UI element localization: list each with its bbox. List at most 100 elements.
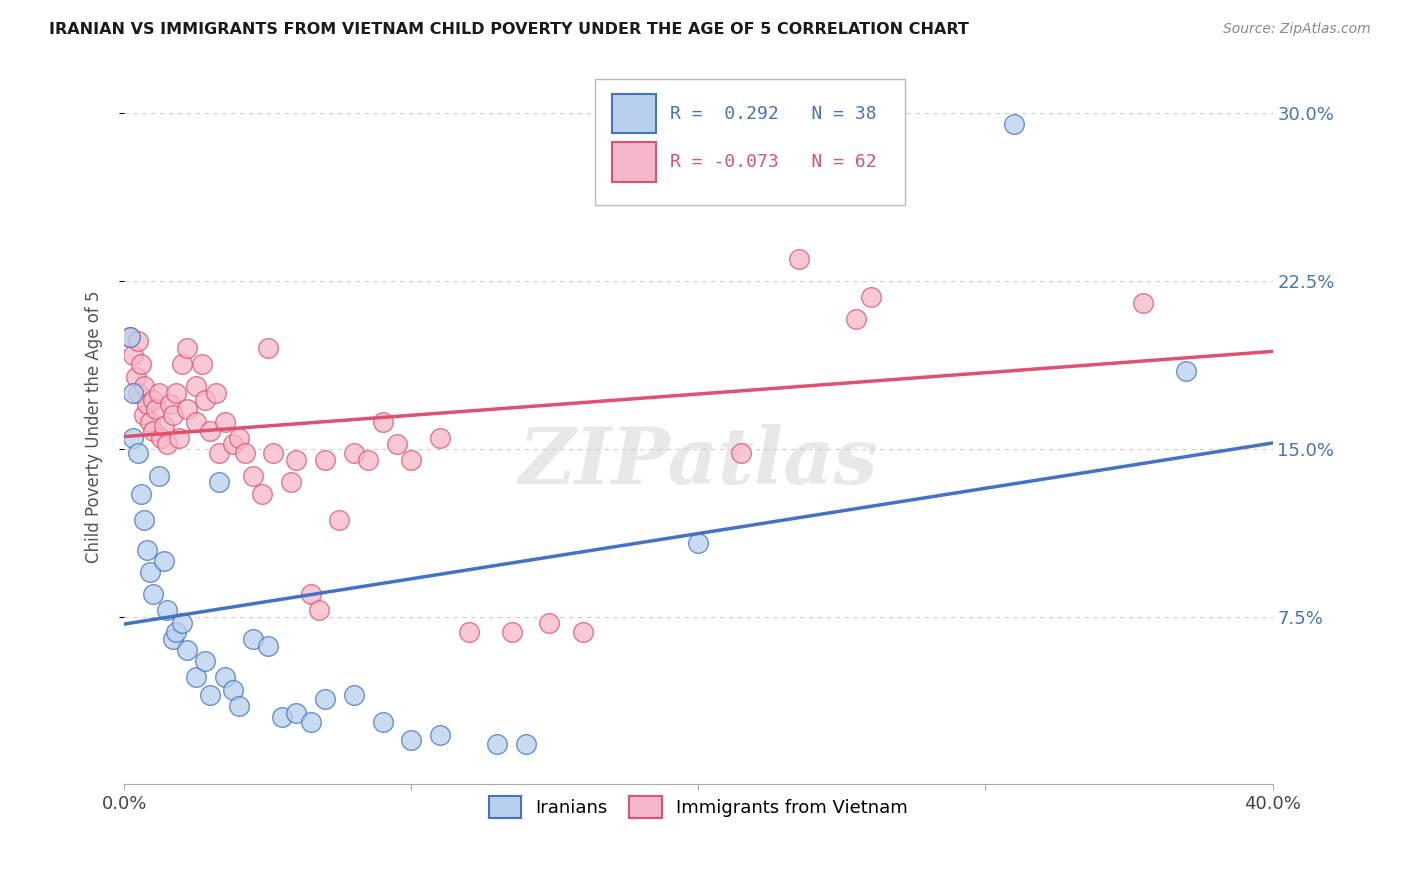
Point <box>214 415 236 429</box>
Point <box>170 616 193 631</box>
Point <box>156 603 179 617</box>
Point <box>343 446 366 460</box>
Text: ZIPatlas: ZIPatlas <box>519 424 877 500</box>
Text: R =  0.292   N = 38: R = 0.292 N = 38 <box>669 104 876 122</box>
Point <box>371 415 394 429</box>
Point <box>139 415 162 429</box>
Point <box>242 468 264 483</box>
Point <box>285 706 308 720</box>
Point <box>537 616 560 631</box>
Point <box>159 397 181 411</box>
Point <box>200 688 222 702</box>
Point <box>429 431 451 445</box>
Point <box>457 625 479 640</box>
Point <box>501 625 523 640</box>
Point <box>399 732 422 747</box>
Point <box>228 431 250 445</box>
FancyBboxPatch shape <box>595 79 905 204</box>
Point <box>134 409 156 423</box>
Point <box>845 312 868 326</box>
Point <box>193 392 215 407</box>
Point <box>176 643 198 657</box>
Point <box>127 446 149 460</box>
Point <box>118 330 141 344</box>
Point <box>228 699 250 714</box>
Text: R = -0.073   N = 62: R = -0.073 N = 62 <box>669 153 876 171</box>
Point <box>859 290 882 304</box>
Point <box>399 453 422 467</box>
Point <box>486 737 509 751</box>
Point <box>256 341 278 355</box>
Point <box>515 737 537 751</box>
Text: Source: ZipAtlas.com: Source: ZipAtlas.com <box>1223 22 1371 37</box>
Point <box>121 348 143 362</box>
Point <box>357 453 380 467</box>
Point <box>165 625 187 640</box>
Point <box>572 625 595 640</box>
Point <box>730 446 752 460</box>
Point <box>688 536 710 550</box>
Point <box>167 431 190 445</box>
Point <box>299 714 322 729</box>
Point <box>343 688 366 702</box>
Point <box>156 437 179 451</box>
Point <box>214 670 236 684</box>
Legend: Iranians, Immigrants from Vietnam: Iranians, Immigrants from Vietnam <box>481 789 915 825</box>
Point <box>299 587 322 601</box>
Point <box>314 453 336 467</box>
Point <box>328 513 350 527</box>
Point <box>385 437 408 451</box>
Point <box>162 632 184 646</box>
FancyBboxPatch shape <box>612 142 655 182</box>
Point <box>148 468 170 483</box>
Point <box>162 409 184 423</box>
FancyBboxPatch shape <box>612 94 655 133</box>
Y-axis label: Child Poverty Under the Age of 5: Child Poverty Under the Age of 5 <box>86 290 103 563</box>
Point <box>139 565 162 579</box>
Point <box>184 670 207 684</box>
Point <box>148 385 170 400</box>
Point <box>145 401 167 416</box>
Point <box>371 714 394 729</box>
Point <box>208 446 231 460</box>
Point <box>745 162 768 177</box>
Point <box>242 632 264 646</box>
Point <box>142 392 165 407</box>
Point <box>118 330 141 344</box>
Point <box>124 370 146 384</box>
Point <box>121 385 143 400</box>
Point <box>817 173 839 187</box>
Point <box>127 334 149 349</box>
Point <box>1175 363 1198 377</box>
Point <box>222 683 245 698</box>
Point <box>190 357 212 371</box>
Point <box>134 379 156 393</box>
Point <box>170 357 193 371</box>
Point <box>256 639 278 653</box>
Point <box>127 385 149 400</box>
Point <box>142 424 165 438</box>
Point <box>233 446 256 460</box>
Point <box>787 252 810 266</box>
Point <box>193 654 215 668</box>
Text: IRANIAN VS IMMIGRANTS FROM VIETNAM CHILD POVERTY UNDER THE AGE OF 5 CORRELATION : IRANIAN VS IMMIGRANTS FROM VIETNAM CHILD… <box>49 22 969 37</box>
Point <box>262 446 284 460</box>
Point <box>200 424 222 438</box>
Point <box>285 453 308 467</box>
Point <box>280 475 302 490</box>
Point <box>184 379 207 393</box>
Point <box>142 587 165 601</box>
Point <box>150 431 173 445</box>
Point <box>136 397 159 411</box>
Point <box>136 542 159 557</box>
Point <box>176 401 198 416</box>
Point <box>308 603 330 617</box>
Point <box>314 692 336 706</box>
Point <box>205 385 228 400</box>
Point <box>176 341 198 355</box>
Point <box>250 486 273 500</box>
Point <box>222 437 245 451</box>
Point <box>153 419 176 434</box>
Point <box>208 475 231 490</box>
Point <box>1002 118 1025 132</box>
